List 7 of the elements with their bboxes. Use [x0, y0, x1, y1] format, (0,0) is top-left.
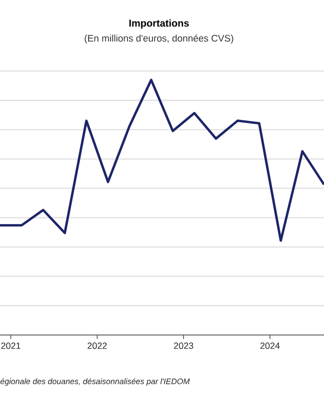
x-tick-label: 2021	[1, 342, 20, 349]
x-tick-label: 2023	[174, 342, 194, 349]
chart-subtitle: (En millions d'euros, données CVS)	[84, 34, 234, 44]
text: égionale des douanes, désaisonnalisées par l'IEDOM	[0, 378, 190, 386]
x-tick-label: 2024	[260, 342, 280, 349]
x-tick-label: 2022	[88, 342, 107, 349]
chart-title: Importations	[129, 19, 189, 29]
